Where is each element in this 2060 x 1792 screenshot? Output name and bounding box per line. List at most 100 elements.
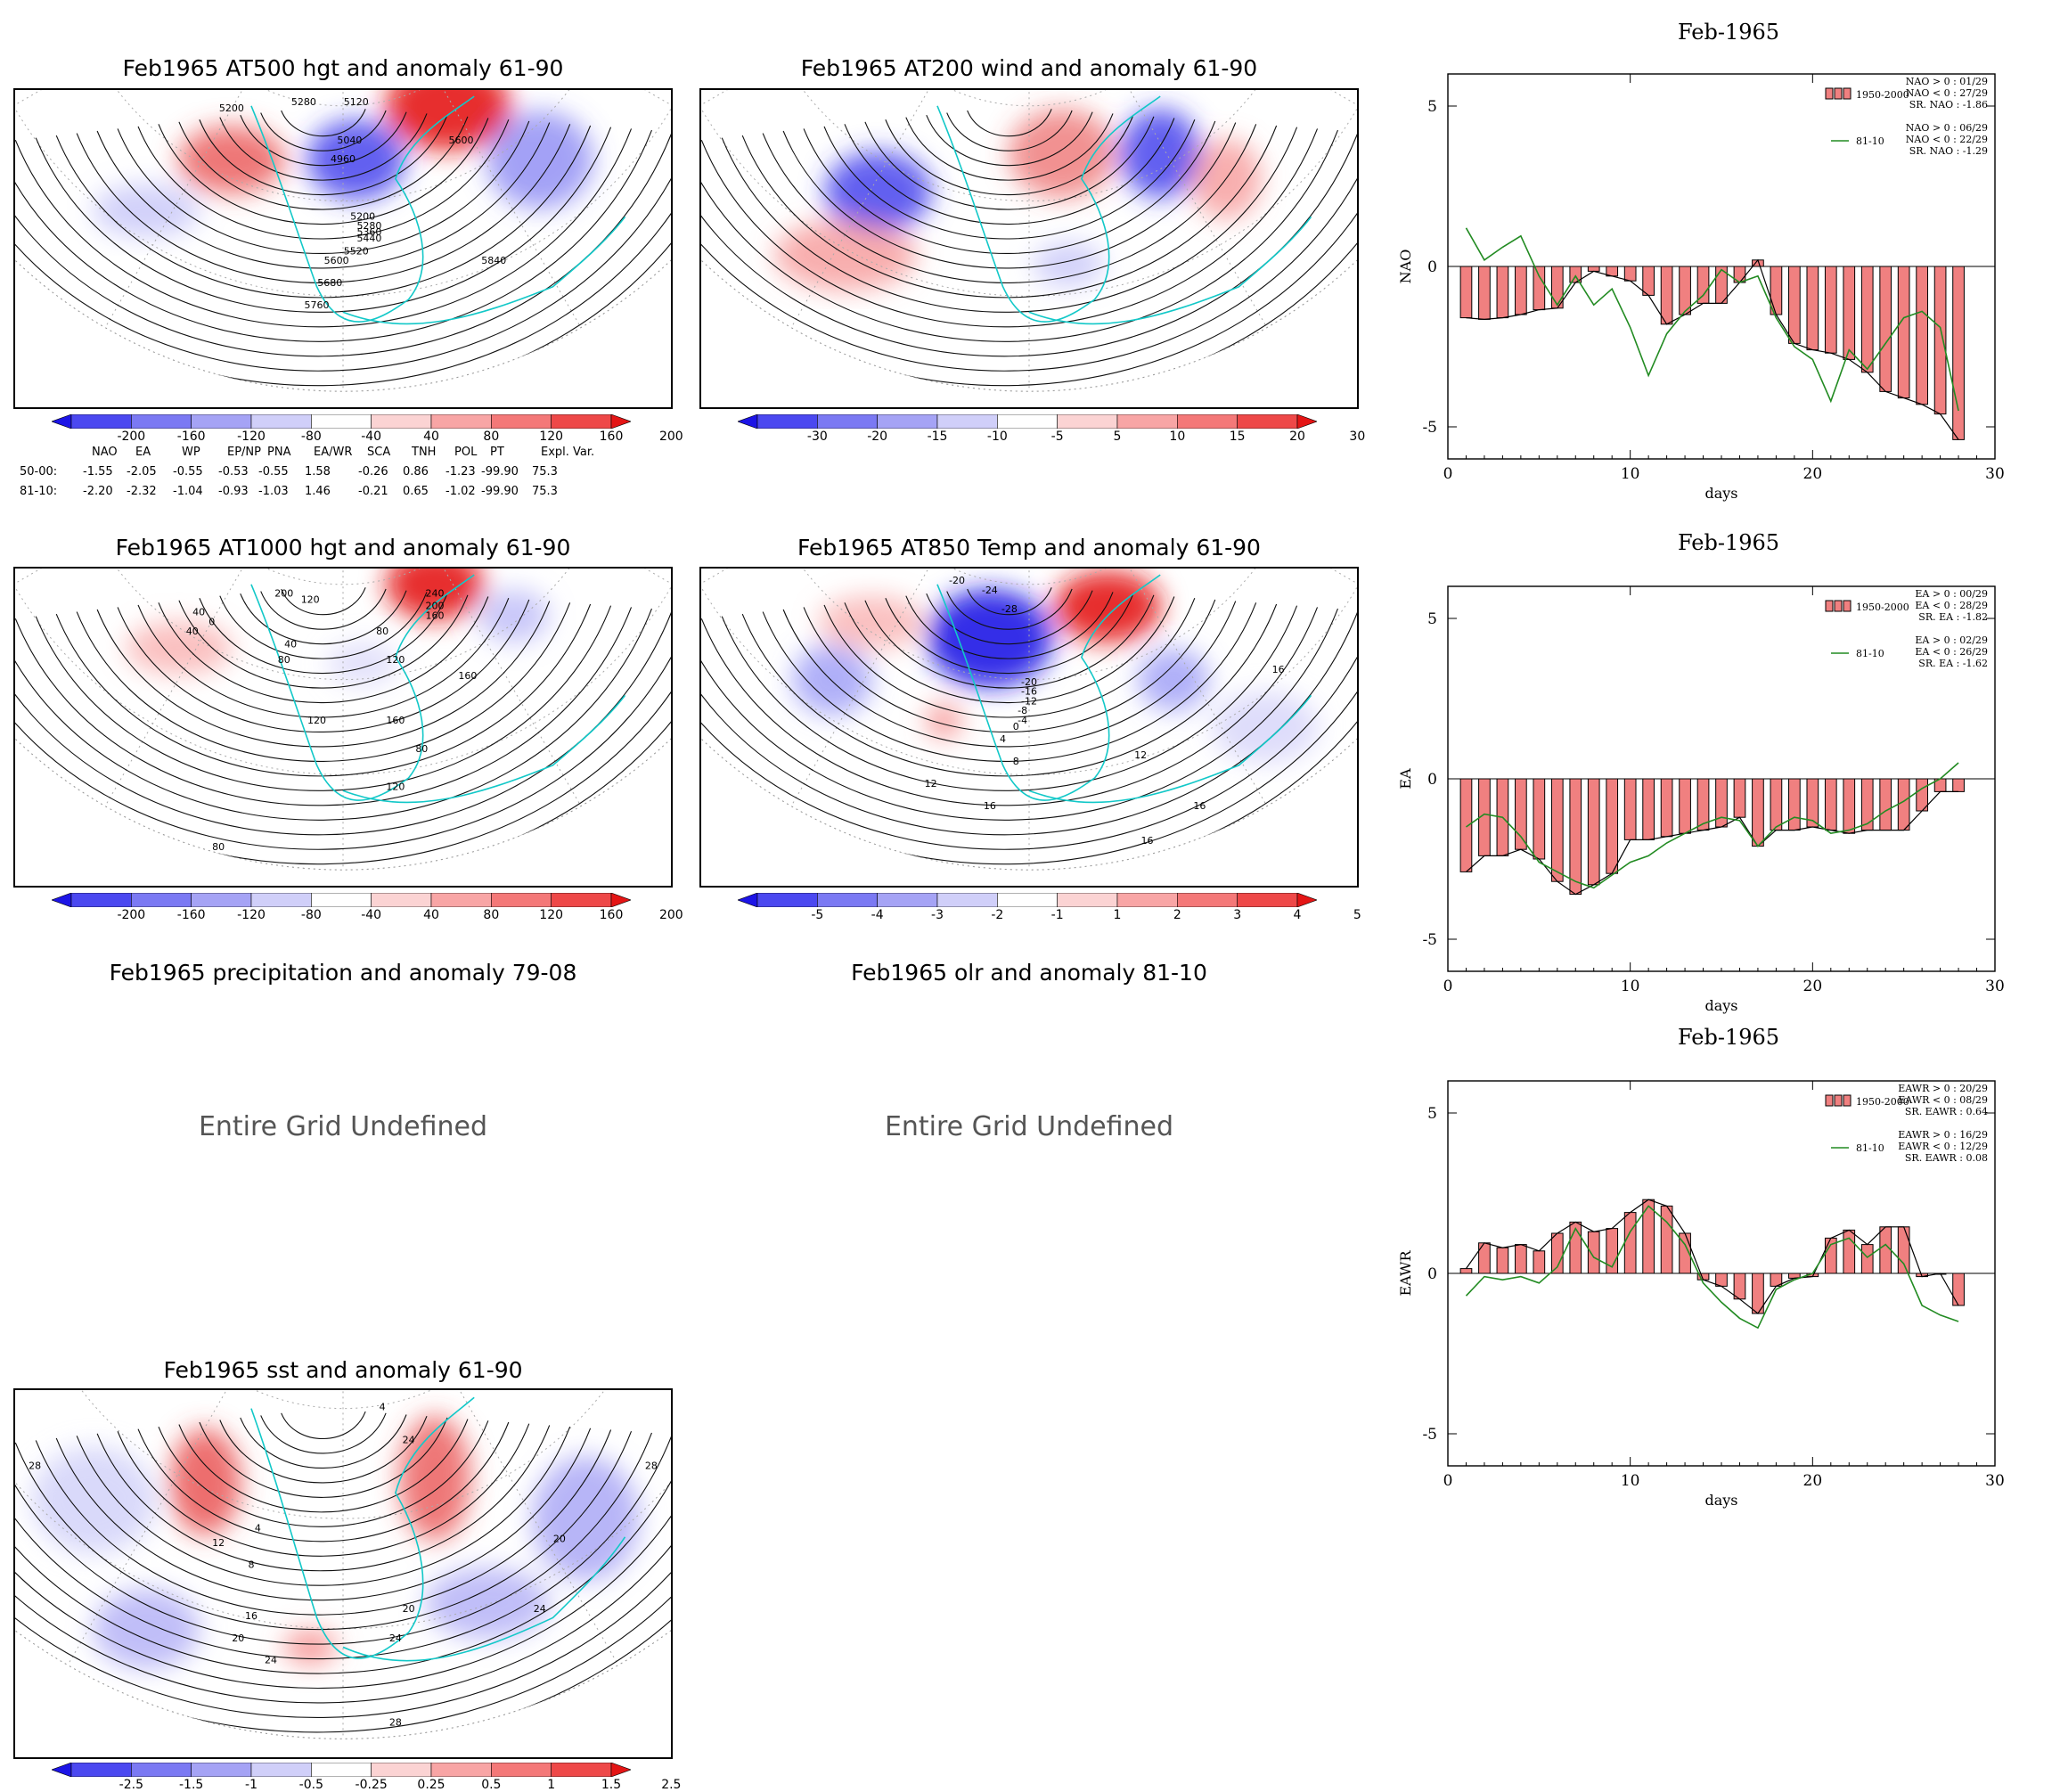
contour-line: [15, 612, 671, 865]
colorbar: [51, 413, 632, 430]
colorbar-swatch: [551, 1762, 612, 1778]
contour-line: [35, 605, 612, 791]
contour-line: [260, 588, 387, 630]
bar: [1660, 266, 1673, 325]
coastline: [342, 1536, 626, 1662]
contour-line: [178, 116, 469, 210]
contour-line: [240, 111, 407, 167]
line-series: [1465, 227, 1959, 412]
colorbar-swatch: [756, 413, 818, 430]
contour-line: [701, 135, 1357, 392]
contour-line: [15, 134, 671, 387]
coastline: [936, 574, 1161, 801]
colorbar: [737, 892, 1318, 908]
bar: [1952, 1272, 1965, 1306]
bar: [1642, 778, 1655, 840]
contour-label: 5680: [317, 277, 342, 289]
colorbar-swatch: [131, 1762, 192, 1778]
contour-line: [15, 128, 633, 328]
bar: [1587, 778, 1600, 886]
bar: [1843, 778, 1856, 834]
contour-line: [158, 596, 489, 703]
index-value: -1.04: [173, 485, 203, 498]
colorbar-label: 10: [1169, 430, 1186, 444]
map-title: Feb1965 olr and anomaly 81-10: [851, 960, 1207, 986]
contour-line: [15, 1432, 652, 1645]
index-value: -1.02: [446, 485, 476, 498]
colorbar-label: 120: [539, 908, 564, 922]
contour-line: [199, 593, 448, 675]
contour-line: [926, 590, 1093, 645]
contour-label: -16: [1021, 686, 1037, 698]
colorbar-swatch: [997, 892, 1058, 908]
index-value: -99.90: [481, 465, 519, 479]
legend-swatch: [1843, 1094, 1852, 1107]
contour-line: [55, 1428, 592, 1601]
contour-line: [219, 592, 428, 659]
contour-line: [96, 601, 551, 748]
colorbar-label: -120: [237, 430, 266, 444]
contour-label: -20: [1021, 676, 1037, 688]
contour-line: [721, 127, 1298, 313]
colorbar-swatch: [997, 413, 1058, 430]
colorbar-swatch: [70, 892, 132, 908]
index-value: -0.53: [218, 465, 249, 479]
colorbar-label: 1: [1113, 908, 1122, 922]
contour-line: [137, 1421, 510, 1542]
coastline: [936, 95, 1161, 323]
bar: [1879, 266, 1892, 392]
bar: [1606, 778, 1619, 874]
contour-label: 16: [984, 800, 996, 812]
colorbar-swatch: [430, 1762, 492, 1778]
contour-line: [701, 129, 1338, 342]
legend-swatch: [1843, 600, 1852, 612]
index-value: -1.55: [83, 465, 113, 479]
colorbar-swatch: [371, 413, 432, 430]
contour-label: 240: [426, 587, 445, 599]
x-tick-label: 0: [1443, 1472, 1453, 1490]
colorbar-swatch: [817, 892, 878, 908]
colorbar-label: 5: [1113, 430, 1122, 444]
y-axis-label: NAO: [1397, 250, 1414, 284]
colorbar-label: 2.5: [661, 1778, 682, 1792]
contour-line: [701, 128, 1319, 328]
map-plot: 5200 5280 5120 5040 4960 5600 5200 5280 5360 5440…: [13, 88, 673, 409]
index-header: EA: [135, 446, 151, 459]
contour-line: [35, 127, 612, 313]
bar: [1806, 266, 1819, 351]
map-plot: 40 0 40 120 200 240 200 160 80 40 80 120 160 120 160 80…: [13, 567, 673, 888]
index-value: -1.23: [446, 465, 476, 479]
contour-line: [96, 122, 551, 269]
contour-label: 24: [534, 1603, 546, 1615]
contour-line: [158, 1420, 489, 1527]
colorbar-swatch: [877, 892, 938, 908]
colorbar-label: 80: [483, 908, 500, 922]
colorbar-label: 200: [658, 430, 683, 444]
index-header: PNA: [267, 446, 291, 459]
colorbar-label: -80: [300, 430, 322, 444]
colorbar-arrow: [737, 413, 758, 430]
contour-line: [137, 597, 510, 718]
latitude-circle: [15, 1390, 671, 1519]
colorbar-arrow: [1296, 892, 1318, 908]
bar: [1860, 1244, 1874, 1274]
x-tick-label: 30: [1985, 465, 2005, 483]
meridian-line: [342, 90, 582, 328]
contour-label: 5600: [324, 255, 349, 266]
colorbar-label: -15: [927, 430, 948, 444]
contour-line: [15, 1441, 671, 1733]
index-value: 1.46: [305, 485, 331, 498]
bar: [1733, 778, 1746, 818]
x-tick-label: 30: [1985, 1472, 2005, 1490]
contour-label: 20: [403, 1603, 415, 1615]
colorbar-arrow: [737, 892, 758, 908]
line-series: [1465, 1205, 1959, 1330]
contour-line: [117, 120, 530, 254]
contour-line: [803, 120, 1216, 254]
contour-label: 4: [1000, 733, 1006, 745]
anomaly-shading: [1120, 109, 1201, 199]
colorbar-arrow: [1296, 413, 1318, 430]
anomaly-shading: [1054, 570, 1162, 642]
anomaly-shading: [31, 1446, 157, 1554]
bar: [1752, 778, 1764, 847]
